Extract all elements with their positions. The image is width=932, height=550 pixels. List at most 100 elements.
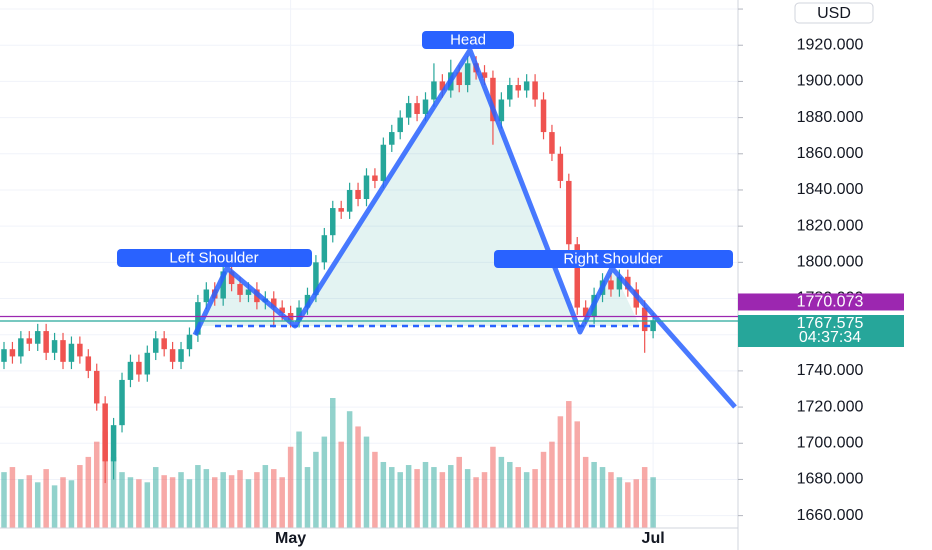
volume-bar xyxy=(599,467,606,528)
volume-bar xyxy=(245,479,252,528)
volume-bar xyxy=(414,469,420,528)
volume-bar xyxy=(515,467,521,528)
candle-body xyxy=(77,343,83,357)
volume-bar xyxy=(85,456,92,528)
candle-body xyxy=(549,132,555,154)
volume-bar xyxy=(287,446,294,528)
volume-bar xyxy=(18,479,24,528)
candle-body xyxy=(26,338,33,344)
volume-layer xyxy=(1,398,656,528)
volume-bar xyxy=(60,477,66,528)
annotation: Right Shoulder xyxy=(563,250,662,267)
candle-body xyxy=(557,153,564,181)
volume-bar xyxy=(321,436,328,528)
candle-body xyxy=(498,99,505,122)
volume-bar xyxy=(540,451,547,528)
candle-body xyxy=(296,307,302,321)
volume-bar xyxy=(380,461,387,528)
candle-body xyxy=(608,280,614,290)
volume-bar xyxy=(262,465,269,528)
volume-bar xyxy=(34,482,41,528)
annotation: Head xyxy=(450,31,486,48)
y-tick-label: 1700.000 xyxy=(797,434,864,451)
candle-body xyxy=(102,403,108,462)
candle-body xyxy=(389,132,395,145)
candle-body xyxy=(405,103,412,118)
volume-bar xyxy=(93,441,100,528)
candle-body xyxy=(152,338,159,353)
volume-bar xyxy=(1,472,7,528)
volume-bar xyxy=(68,480,75,528)
y-tick-label: 1840.000 xyxy=(797,181,864,198)
volume-bar xyxy=(591,461,597,528)
candle-body xyxy=(532,81,538,100)
candle-body xyxy=(507,85,513,100)
currency-label[interactable]: USD xyxy=(817,5,851,22)
volume-bar xyxy=(254,472,260,528)
candle-body xyxy=(304,294,311,308)
volume-bar xyxy=(355,426,361,528)
y-tick-label: 1860.000 xyxy=(797,145,864,162)
volume-bar xyxy=(313,451,319,528)
volume-bar xyxy=(523,472,530,528)
annotation-box xyxy=(422,31,514,49)
volume-bar xyxy=(237,470,243,528)
y-tick-label: 1680.000 xyxy=(797,471,864,488)
price-tag xyxy=(738,293,904,311)
candle-body xyxy=(186,334,193,350)
volume-bar xyxy=(439,472,446,528)
candle-body xyxy=(136,361,142,375)
candle-body xyxy=(271,298,277,308)
candle-body xyxy=(363,175,370,200)
volume-bar xyxy=(397,472,403,528)
candle-body xyxy=(1,349,7,362)
candle-body xyxy=(414,103,420,114)
candle-body xyxy=(481,72,488,78)
volume-bar xyxy=(532,469,538,528)
volume-bar xyxy=(169,477,176,528)
price-tag xyxy=(738,314,904,347)
candle-body xyxy=(431,81,437,100)
candle-body xyxy=(566,180,572,245)
y-tick-label: 1900.000 xyxy=(797,73,864,90)
volume-bar xyxy=(346,411,353,528)
candle-body xyxy=(178,349,184,362)
candle-body xyxy=(161,338,167,350)
y-tick-label: 1740.000 xyxy=(797,362,864,379)
volume-bar xyxy=(507,461,513,528)
candle-body xyxy=(397,117,403,133)
x-tick-label: May xyxy=(275,530,306,547)
volume-bar xyxy=(608,472,614,528)
candle-body xyxy=(372,175,378,181)
volume-bar xyxy=(464,469,471,528)
volume-bar xyxy=(195,465,201,528)
candle-body xyxy=(582,307,589,317)
candle-body xyxy=(439,81,446,91)
annotation-box xyxy=(117,249,312,267)
volume-bar xyxy=(549,441,555,528)
candle-body xyxy=(93,370,100,404)
candle-body xyxy=(490,77,496,122)
volume-bar xyxy=(119,472,125,528)
price-tag-label: 1770.073 xyxy=(797,294,864,311)
candle-body xyxy=(523,81,530,91)
volume-bar xyxy=(330,398,336,528)
y-tick-label: 1880.000 xyxy=(797,109,864,126)
volume-bar xyxy=(152,467,159,528)
volume-bar xyxy=(633,479,639,528)
volume-bar xyxy=(203,469,210,528)
currency-button[interactable] xyxy=(794,2,874,24)
volume-bar xyxy=(473,477,479,528)
candle-body xyxy=(9,349,16,357)
volume-bar xyxy=(77,465,83,528)
candle-body xyxy=(330,208,336,236)
volume-bar xyxy=(557,416,564,528)
candle-body xyxy=(68,343,75,362)
volume-bar xyxy=(405,465,412,528)
candle-body xyxy=(515,85,521,91)
candle-body xyxy=(456,72,462,86)
candle-body xyxy=(237,284,243,295)
volume-bar xyxy=(9,467,16,528)
candle-body xyxy=(195,302,201,335)
